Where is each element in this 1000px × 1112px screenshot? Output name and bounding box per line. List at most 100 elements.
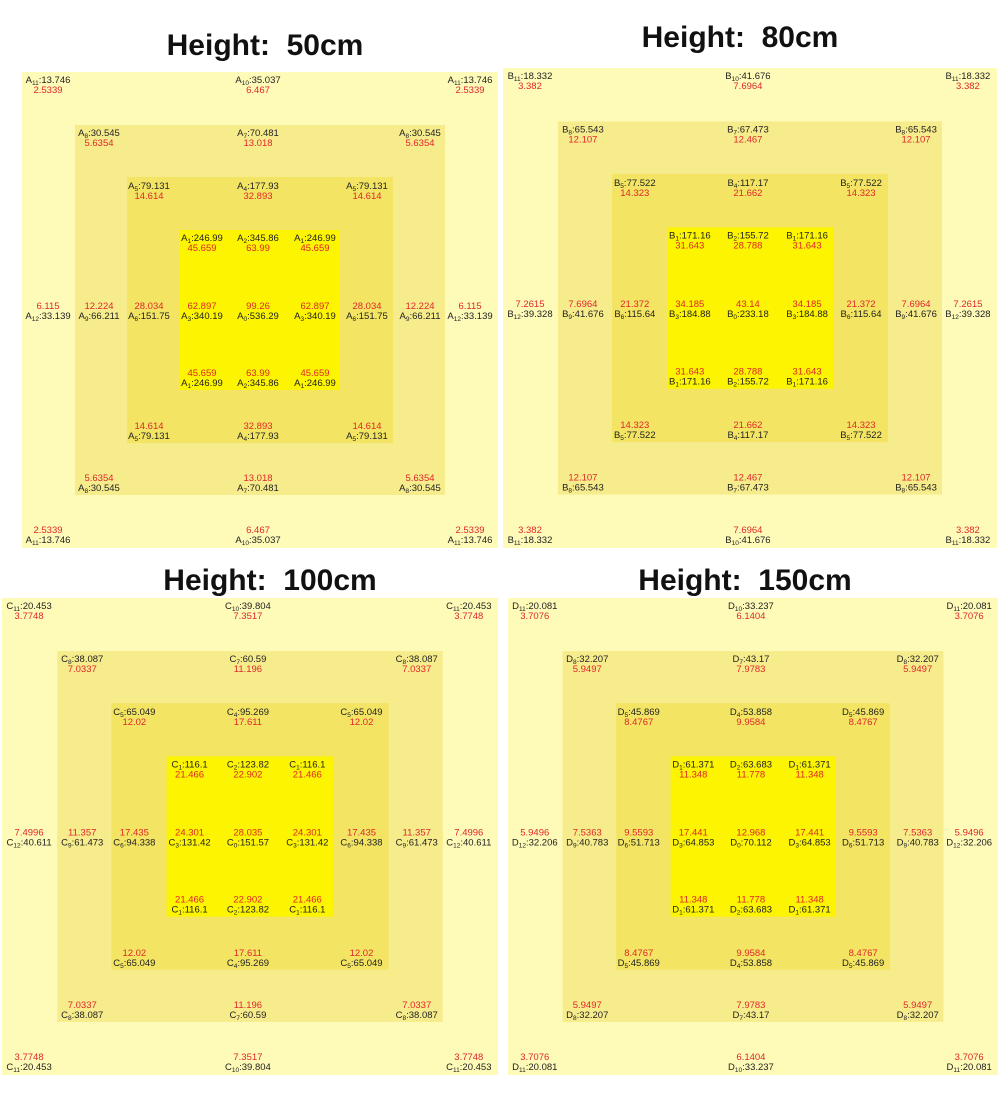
point-value: 20.453 xyxy=(462,1062,491,1073)
point-sep: : xyxy=(737,309,740,320)
point-value: 38.087 xyxy=(74,654,103,665)
point-letter: C xyxy=(446,1062,453,1073)
point-letter: A xyxy=(448,75,455,86)
ppfd-point: D3:64.853 xyxy=(789,838,831,850)
point-index: 2 xyxy=(733,235,737,242)
point-value: 35.037 xyxy=(252,535,281,546)
point-index: 10 xyxy=(732,540,740,547)
zone xyxy=(670,756,836,917)
point-index: 11 xyxy=(519,606,526,613)
point-letter: C xyxy=(6,1062,13,1073)
panel: 3.7748C11:20.4537.3517C10:39.8043.7748C1… xyxy=(2,598,498,1075)
point-letter: A xyxy=(26,535,33,546)
ppfd-point: B8:65.543 xyxy=(895,125,937,137)
ppfd-avg: 7.2615 xyxy=(515,299,544,310)
point-letter: C xyxy=(396,838,403,849)
ppfd-point: B5:77.522 xyxy=(614,178,656,190)
ppfd-avg: 7.6964 xyxy=(568,299,597,310)
ppfd-point: D10:33.237 xyxy=(728,601,774,613)
point-value: 45.869 xyxy=(631,958,660,969)
ppfd-avg: 11.348 xyxy=(679,895,707,906)
ppfd-avg: 8.4767 xyxy=(624,717,653,728)
point-index: 6 xyxy=(625,843,629,850)
ppfd-avg: 45.659 xyxy=(300,368,329,379)
point-letter: A xyxy=(237,311,244,322)
point-index: 7 xyxy=(733,487,737,494)
ppfd-avg: 2.5339 xyxy=(33,525,62,536)
point-value: 32.206 xyxy=(529,838,558,849)
ppfd-point: D8:32.207 xyxy=(566,1010,608,1022)
point-sep: : xyxy=(461,75,464,86)
point-letter: C xyxy=(61,838,68,849)
ppfd-avg: 17.611 xyxy=(234,717,262,728)
point-value: 30.545 xyxy=(412,483,441,494)
point-sep: : xyxy=(39,75,42,86)
point-sep: : xyxy=(679,377,682,388)
point-letter: D xyxy=(947,601,954,612)
ppfd-point: D12:32.206 xyxy=(946,838,992,850)
ppfd-avg: 7.4996 xyxy=(454,828,483,839)
point-index: 3 xyxy=(188,316,192,323)
point-sep: : xyxy=(799,759,802,770)
point-sep: : xyxy=(853,838,856,849)
ppfd-point: A0:536.29 xyxy=(237,311,279,323)
ppfd-avg: 3.7748 xyxy=(454,1052,483,1063)
point-sep: : xyxy=(239,601,242,612)
ppfd-avg: 12.02 xyxy=(122,717,146,728)
point-value: 61.371 xyxy=(685,905,714,916)
ppfd-avg: 12.107 xyxy=(902,472,931,483)
ppfd-point: A1:246.99 xyxy=(294,233,336,245)
point-index: 0 xyxy=(733,314,737,321)
point-value: 18.332 xyxy=(961,71,990,82)
point-index: 6 xyxy=(353,316,357,323)
point-sep: : xyxy=(124,958,127,969)
panel: 2.5339A11:13.7466.467A10:35.0372.5339A11… xyxy=(22,72,498,548)
ppfd-point: B3:184.88 xyxy=(786,309,828,321)
point-letter: D xyxy=(566,838,573,849)
ppfd-avg: 28.035 xyxy=(233,828,262,839)
zone xyxy=(166,756,334,917)
point-index: 3 xyxy=(293,843,297,850)
point-value: 77.522 xyxy=(627,178,656,189)
point-index: 10 xyxy=(732,76,740,83)
point-sep: : xyxy=(237,759,240,770)
ppfd-point: C6:94.338 xyxy=(340,838,382,850)
ppfd-point: D0:70.112 xyxy=(730,838,772,850)
ppfd-point: C2:123.82 xyxy=(227,905,269,917)
ppfd-point: C11:20.453 xyxy=(446,601,491,613)
ppfd-point: D9:40.783 xyxy=(566,838,608,850)
point-sep: : xyxy=(577,838,580,849)
point-value: 61.473 xyxy=(74,838,103,849)
point-sep: : xyxy=(351,707,354,718)
ppfd-point: A9:66.211 xyxy=(400,311,441,323)
ppfd-avg: 3.7076 xyxy=(955,1052,984,1063)
point-letter: A xyxy=(399,483,406,494)
point-value: 38.087 xyxy=(409,654,438,665)
ppfd-avg: 21.466 xyxy=(175,769,204,780)
point-index: 1 xyxy=(675,235,679,242)
point-index: 4 xyxy=(737,712,741,719)
point-index: 1 xyxy=(679,764,683,771)
ppfd-avg: 12.107 xyxy=(568,472,597,483)
ppfd-avg: 14.614 xyxy=(134,421,163,432)
ppfd-point: B1:171.16 xyxy=(786,230,828,242)
ppfd-avg: 7.9783 xyxy=(736,1000,765,1011)
point-index: 10 xyxy=(242,80,250,87)
point-letter: D xyxy=(842,707,849,718)
point-letter: C xyxy=(225,601,232,612)
point-sep: : xyxy=(300,759,303,770)
point-letter: C xyxy=(229,1010,236,1021)
point-sep: : xyxy=(737,482,740,493)
point-letter: B xyxy=(727,377,733,388)
point-letter: A xyxy=(399,128,406,139)
point-value: 246.99 xyxy=(307,378,336,389)
point-letter: C xyxy=(289,905,296,916)
ppfd-avg: 31.643 xyxy=(793,367,822,378)
ppfd-avg: 9.5593 xyxy=(849,828,878,839)
point-letter: D xyxy=(732,654,739,665)
point-sep: : xyxy=(20,601,23,612)
point-index: 8 xyxy=(406,488,410,495)
point-letter: B xyxy=(508,535,514,546)
point-value: 20.081 xyxy=(963,1062,992,1073)
